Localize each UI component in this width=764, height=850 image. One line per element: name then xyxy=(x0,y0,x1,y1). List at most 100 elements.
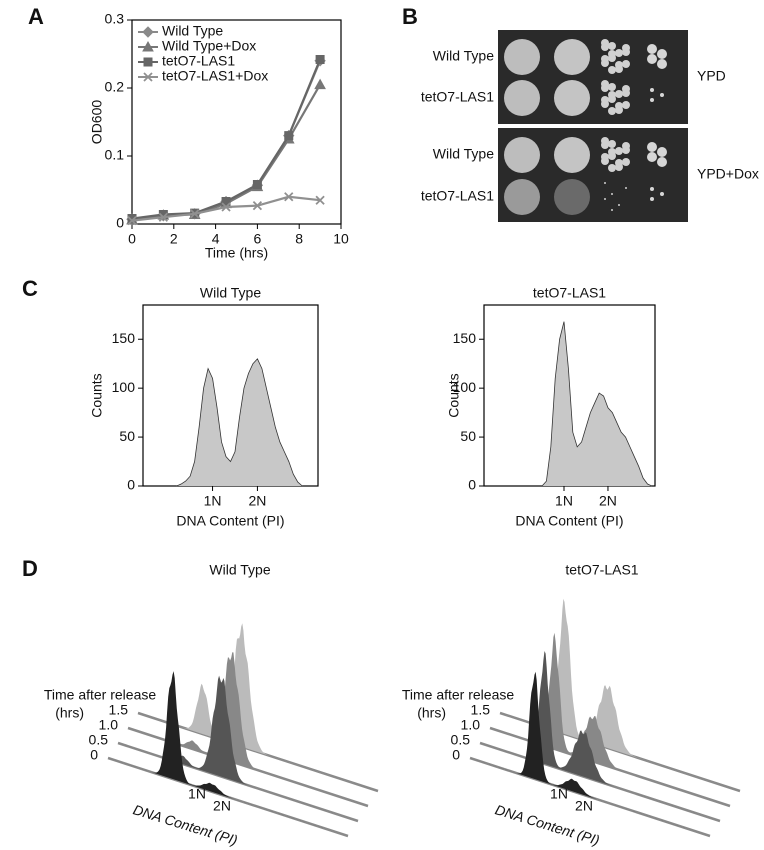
spot xyxy=(625,187,627,189)
ridge xyxy=(138,623,353,783)
x-tick-label: 2N xyxy=(599,493,617,509)
marker xyxy=(252,180,262,190)
spot xyxy=(601,84,609,92)
y-tick-label: 150 xyxy=(453,330,477,346)
ridge xyxy=(128,652,343,798)
spot xyxy=(604,198,606,200)
y-tick-label: 0 xyxy=(127,477,135,493)
spot xyxy=(608,140,616,148)
spot xyxy=(504,179,540,215)
marker xyxy=(142,26,154,38)
y-tick-label: 50 xyxy=(119,428,135,444)
y-tick-label: 0.1 xyxy=(105,147,125,163)
spot xyxy=(615,65,623,73)
chart-title: tetO7-LAS1 xyxy=(533,285,606,301)
spot xyxy=(604,182,606,184)
spot xyxy=(554,179,590,215)
spot xyxy=(650,88,654,92)
plot-frame xyxy=(131,19,342,225)
spot xyxy=(554,80,590,116)
y-axis-label: OD600 xyxy=(89,100,105,145)
time-value: 0.5 xyxy=(451,732,471,748)
time-value: 0 xyxy=(90,747,98,763)
area-outline xyxy=(176,358,303,487)
time-value: 1.0 xyxy=(99,717,119,733)
x-axis-label: DNA Content (PI) xyxy=(515,513,623,529)
spot xyxy=(615,163,623,171)
spot xyxy=(647,152,657,162)
y-axis-label: Counts xyxy=(446,373,462,417)
x-tick-label: 2 xyxy=(170,231,178,247)
spot xyxy=(622,89,630,97)
time-value: 0 xyxy=(452,747,460,763)
marker xyxy=(127,215,137,226)
spot xyxy=(554,137,590,173)
plot-frame xyxy=(142,304,319,487)
x-tick-label: 2N xyxy=(248,493,266,509)
spot xyxy=(504,39,540,75)
spot xyxy=(657,147,667,157)
y-tick-label: 100 xyxy=(112,379,136,395)
time-value: 1.0 xyxy=(461,717,481,733)
y-tick-label: 150 xyxy=(112,330,136,346)
x-axis-label: Time (hrs) xyxy=(205,245,268,261)
media-label: YPD+Dox xyxy=(697,166,759,182)
marker xyxy=(315,54,325,64)
marker xyxy=(143,72,153,82)
time-value: 0.5 xyxy=(89,732,109,748)
time-value: 1.5 xyxy=(109,702,129,718)
spot xyxy=(608,95,616,103)
area-fill xyxy=(176,358,303,486)
spot xyxy=(608,66,616,74)
spot xyxy=(615,49,623,57)
spot xyxy=(660,192,664,196)
spot xyxy=(611,193,613,195)
spot xyxy=(608,164,616,172)
spot xyxy=(622,158,630,166)
x-tick-label: 1N xyxy=(555,493,573,509)
time-label: Time after release xyxy=(44,687,157,703)
media-label: YPD xyxy=(697,68,726,84)
spot xyxy=(615,147,623,155)
marker xyxy=(190,209,200,219)
spot xyxy=(622,48,630,56)
x-tick-label: 1N xyxy=(204,493,222,509)
x-tick-label: 8 xyxy=(295,231,303,247)
legend-label: Wild Type+Dox xyxy=(162,38,256,54)
y-tick-label: 0.3 xyxy=(105,11,125,27)
spot xyxy=(647,44,657,54)
spot xyxy=(657,49,667,59)
panel-label: B xyxy=(402,4,418,29)
area-outline xyxy=(541,321,653,487)
ridge-x-label: 1N xyxy=(188,786,206,802)
ridge-x-label: 1N xyxy=(550,786,568,802)
ridge xyxy=(118,675,333,813)
ridge-title: Wild Type xyxy=(209,562,270,578)
spot xyxy=(504,80,540,116)
spot xyxy=(601,157,609,165)
spot xyxy=(650,187,654,191)
marker xyxy=(284,192,294,202)
spot xyxy=(615,106,623,114)
marker xyxy=(143,57,153,67)
spot xyxy=(622,60,630,68)
spot xyxy=(650,197,654,201)
spot xyxy=(504,137,540,173)
legend-label: tetO7-LAS1+Dox xyxy=(162,68,268,84)
panel-label: C xyxy=(22,276,38,301)
legend-label: Wild Type xyxy=(162,23,223,39)
ridge xyxy=(500,598,715,783)
x-tick-label: 10 xyxy=(333,231,349,247)
time-label: Time after release xyxy=(402,687,515,703)
marker xyxy=(221,197,231,207)
spot xyxy=(622,101,630,109)
strain-label: Wild Type xyxy=(433,48,494,64)
spot xyxy=(647,54,657,64)
x-tick-label: 6 xyxy=(254,231,262,247)
strain-label: tetO7-LAS1 xyxy=(421,188,494,204)
marker xyxy=(284,131,294,141)
chart-title: Wild Type xyxy=(200,285,261,301)
ridge-x-label: 2N xyxy=(213,798,231,814)
marker xyxy=(142,40,154,52)
